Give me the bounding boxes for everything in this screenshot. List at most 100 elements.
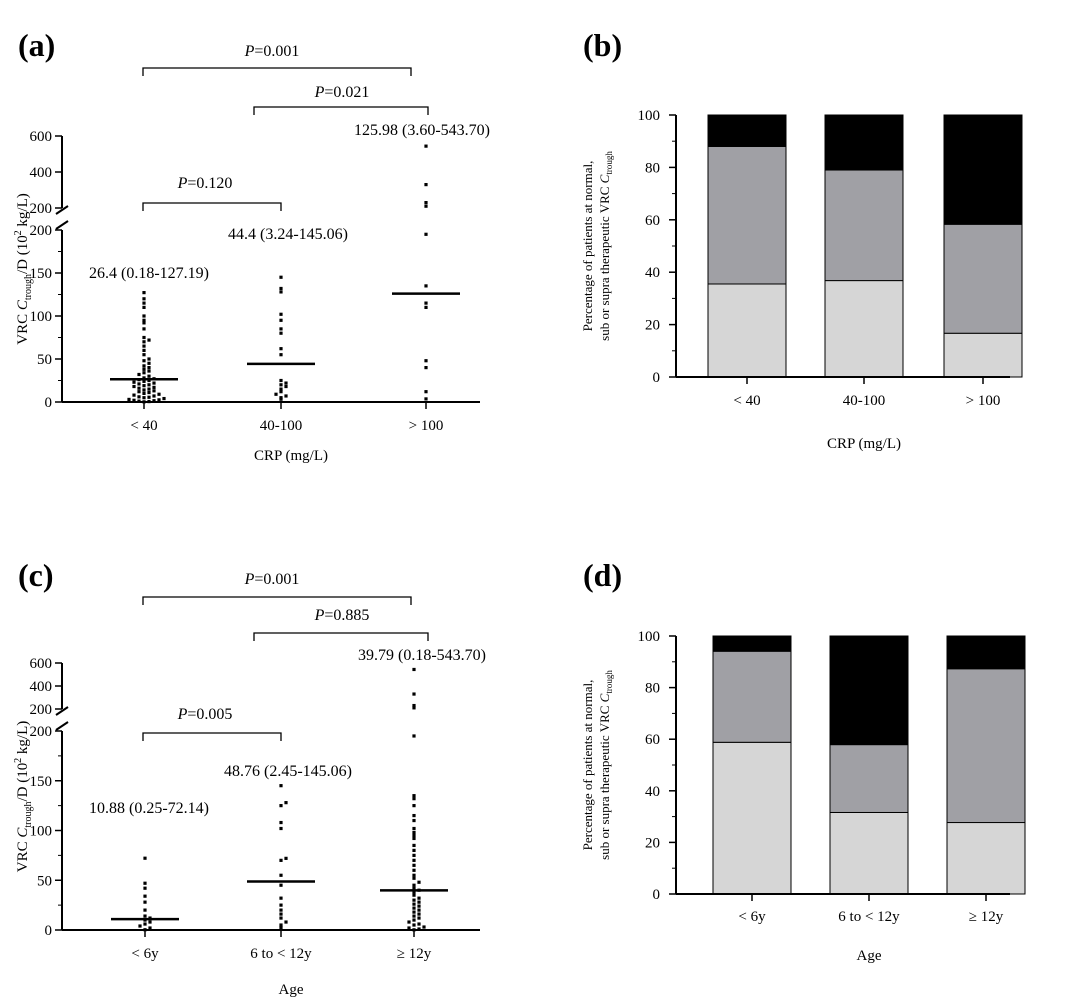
y-tick-label: 0 — [45, 395, 53, 411]
data-point — [424, 232, 428, 236]
data-point — [279, 804, 283, 808]
y-tick-label: 0 — [653, 887, 661, 903]
p-value-label: P=0.021 — [314, 84, 370, 101]
data-point — [132, 393, 136, 397]
panel-label: (d) — [583, 557, 622, 593]
data-point — [152, 385, 156, 389]
data-point — [284, 801, 288, 805]
data-point — [279, 286, 283, 291]
data-point — [412, 843, 416, 848]
data-point — [412, 902, 416, 906]
bar-segment-mid — [946, 668, 1026, 824]
data-point — [279, 896, 283, 900]
data-point — [142, 340, 146, 344]
data-point — [143, 900, 147, 904]
x-tick-label: 40-100 — [843, 393, 886, 409]
data-point — [417, 922, 421, 926]
data-point — [412, 910, 416, 914]
data-point — [412, 804, 416, 808]
data-point — [424, 397, 428, 401]
y-tick-label: 40 — [645, 784, 660, 800]
data-point — [147, 374, 151, 378]
x-tick-label: < 6y — [738, 909, 766, 925]
median-label: 48.76 (2.45-145.06) — [224, 763, 352, 780]
data-point — [412, 797, 416, 801]
data-point — [152, 381, 156, 385]
p-value-label: P=0.001 — [244, 571, 300, 588]
y-tick-label: 200 — [30, 201, 53, 217]
data-point — [138, 924, 142, 928]
data-point — [274, 392, 278, 396]
data-point — [142, 344, 146, 348]
data-point — [279, 318, 283, 322]
data-point — [284, 856, 288, 860]
y-tick-label: 100 — [30, 824, 53, 840]
data-point — [137, 372, 141, 377]
bar-segment-mid — [707, 145, 787, 285]
data-point — [137, 390, 141, 394]
data-point — [147, 361, 151, 365]
data-point — [279, 883, 283, 887]
data-point — [412, 853, 416, 857]
median-label: 125.98 (3.60-543.70) — [354, 122, 490, 139]
data-point — [142, 364, 146, 368]
data-point — [412, 928, 416, 932]
data-point — [412, 706, 416, 710]
data-point — [279, 820, 283, 825]
y-axis-title: VRC Ctrough/D (102 kg/L) — [13, 721, 34, 873]
data-point — [143, 886, 147, 890]
y-tick-label: 20 — [645, 318, 660, 334]
bar-segment-light — [946, 822, 1026, 895]
y-tick-label: 200 — [30, 724, 53, 740]
data-point — [142, 359, 146, 363]
comparison-bracket — [142, 202, 282, 211]
y-tick-label: 80 — [645, 160, 660, 176]
y-tick-label: 50 — [37, 352, 52, 368]
data-point — [279, 873, 283, 877]
data-point — [279, 912, 283, 916]
data-point — [143, 856, 147, 860]
data-point — [143, 928, 147, 932]
data-point — [279, 784, 283, 788]
data-point — [142, 400, 146, 404]
data-point — [279, 396, 283, 400]
data-point — [279, 916, 283, 920]
data-point — [142, 318, 146, 322]
data-point — [412, 794, 416, 798]
data-point — [279, 826, 283, 831]
bar-segment-light — [943, 332, 1023, 378]
x-axis-title: Age — [279, 982, 304, 998]
data-point — [142, 384, 146, 388]
y-tick-label: 200 — [30, 702, 53, 718]
x-tick-label: > 100 — [409, 418, 444, 434]
p-value-label: P=0.001 — [244, 43, 300, 60]
data-point — [417, 896, 421, 900]
median-label: 44.4 (3.24-145.06) — [228, 226, 348, 243]
data-point — [143, 908, 147, 912]
x-tick-label: ≥ 12y — [969, 909, 1004, 925]
data-point — [147, 369, 151, 373]
data-point — [279, 378, 283, 383]
bar-segment-dark — [829, 635, 909, 746]
data-point — [137, 399, 141, 403]
data-point — [142, 321, 146, 325]
y-tick-label: 60 — [645, 732, 660, 748]
data-point — [279, 275, 283, 279]
y-tick-label: 150 — [30, 774, 53, 790]
data-point — [424, 305, 428, 309]
data-point — [142, 376, 146, 380]
y-tick-label: 0 — [653, 370, 661, 386]
data-point — [148, 926, 152, 930]
x-axis-title: CRP (mg/L) — [827, 436, 901, 452]
y-axis-title-line1: Percentage of patients at normal, — [580, 161, 595, 332]
data-point — [142, 379, 146, 383]
data-point — [412, 876, 416, 880]
axis-break-mark — [55, 706, 69, 716]
data-point — [417, 904, 421, 908]
y-tick-label: 100 — [30, 309, 53, 325]
data-point — [412, 886, 416, 890]
data-point — [148, 920, 152, 924]
data-point — [417, 908, 421, 912]
data-point — [142, 388, 146, 392]
x-tick-label: < 40 — [130, 418, 157, 434]
